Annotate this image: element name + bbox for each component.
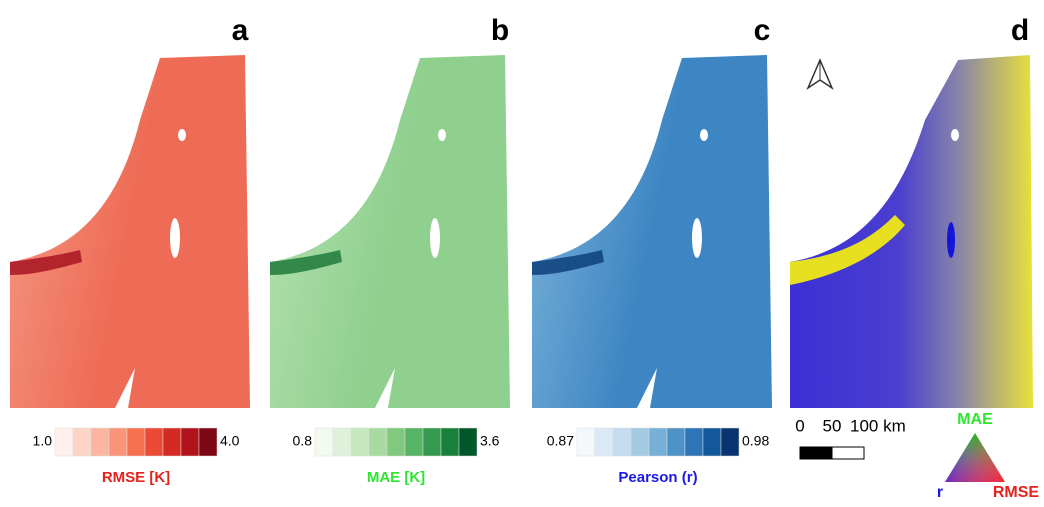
colorbar-segment <box>440 427 460 457</box>
lake <box>438 129 446 141</box>
color-triangle <box>945 433 1005 482</box>
panel-d: d 0 50 100 km MAE r RMSE <box>790 14 1039 501</box>
colorbar-label: MAE [K] <box>367 469 425 486</box>
colorbar-segment <box>422 427 442 457</box>
scale-label: 100 km <box>850 416 906 435</box>
colorbar-segment <box>576 427 596 457</box>
panel: b 0.8 3.6 MAE [K] <box>270 14 510 486</box>
panel-letter: b <box>491 14 509 47</box>
colorbar-max: 3.6 <box>480 433 500 449</box>
colorbar-min: 1.0 <box>33 433 53 449</box>
colorbar-segment <box>332 427 352 457</box>
colorbar-segment <box>368 427 388 457</box>
colorbar-segment <box>404 427 424 457</box>
lake <box>170 218 180 258</box>
colorbar-segment <box>666 427 686 457</box>
lake <box>692 218 702 258</box>
colorbar-segment <box>126 427 146 457</box>
map <box>270 55 510 408</box>
colorbar-segment <box>54 427 74 457</box>
colorbar-segment <box>314 427 334 457</box>
triangle-label: RMSE <box>993 484 1040 501</box>
colorbar-min: 0.87 <box>547 433 574 449</box>
triangle-label: MAE <box>957 411 993 428</box>
colorbar-segment <box>594 427 614 457</box>
colorbar-segment <box>386 427 406 457</box>
scale-bar <box>831 446 865 460</box>
scale-bar <box>799 446 833 460</box>
colorbar-label: Pearson (r) <box>618 469 697 486</box>
panel: c 0.87 0.98 Pearson (r) <box>532 14 772 486</box>
colorbar-segment <box>90 427 110 457</box>
scale-label: 50 <box>823 416 842 435</box>
panel-letter: d <box>1011 14 1029 47</box>
colorbar-segment <box>108 427 128 457</box>
lake <box>947 222 955 258</box>
coast-band <box>790 215 905 285</box>
colorbar-segment <box>720 427 740 457</box>
colorbar-segment <box>350 427 370 457</box>
colorbar-segment <box>612 427 632 457</box>
colorbar-segment <box>630 427 650 457</box>
colorbar-segment <box>162 427 182 457</box>
colorbar-min: 0.8 <box>293 433 313 449</box>
colorbar-segment <box>684 427 704 457</box>
gulf <box>115 368 135 408</box>
colorbar-segment <box>72 427 92 457</box>
colorbar-max: 4.0 <box>220 433 240 449</box>
map <box>10 55 250 408</box>
lake <box>951 129 959 141</box>
coast-dark <box>532 250 604 275</box>
gulf <box>375 368 395 408</box>
map-d <box>790 55 1033 408</box>
gulf <box>637 368 657 408</box>
colorbar-segment <box>144 427 164 457</box>
panel: a 1.0 4.0 RMSE [K] <box>10 14 250 486</box>
lake <box>178 129 186 141</box>
colorbar-label: RMSE [K] <box>102 469 170 486</box>
colorbar-segment <box>180 427 200 457</box>
colorbar-segment <box>648 427 668 457</box>
scale-label: 0 <box>795 416 804 435</box>
panel-letter: c <box>754 14 771 47</box>
colorbar-max: 0.98 <box>742 433 769 449</box>
panel-letter: a <box>232 14 249 47</box>
coast-dark <box>10 250 82 275</box>
colorbar-segment <box>458 427 478 457</box>
triangle-label: r <box>937 484 943 501</box>
colorbar-segment <box>198 427 218 457</box>
lake <box>430 218 440 258</box>
lake <box>700 129 708 141</box>
coast-dark <box>270 250 342 275</box>
colorbar-segment <box>702 427 722 457</box>
map <box>532 55 772 408</box>
